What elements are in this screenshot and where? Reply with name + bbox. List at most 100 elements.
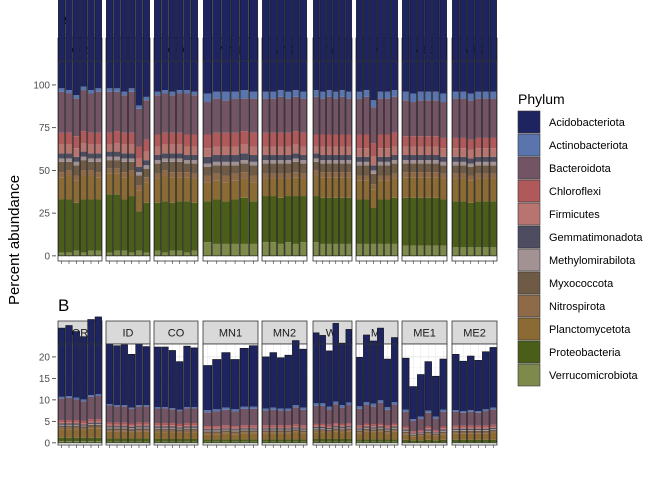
- bar-segment-gemmatimonadota: [313, 153, 320, 159]
- bar-mn1-4: [230, 0, 240, 257]
- bar-segment-bacteroidota: [269, 409, 277, 426]
- bar-segment-gemmatimonadota: [432, 432, 440, 434]
- bar-segment-myxococcota: [384, 430, 391, 433]
- bar-segment-gemmatimonadota: [339, 155, 346, 161]
- bar-segment-gemmatimonadota: [73, 423, 80, 425]
- legend-title: Phylum: [518, 91, 565, 107]
- bar-segment-bacteroidota: [402, 100, 410, 137]
- bar-segment-actinobacteriota: [409, 93, 417, 103]
- legend-swatch: [517, 363, 541, 387]
- bar-segment-myxococcota: [221, 430, 231, 433]
- bar-segment-bacteroidota: [203, 412, 212, 427]
- bar-segment-firmicutes: [58, 422, 65, 424]
- legend-item-verrucomicrobiota: Verrucomicrobiota: [517, 363, 639, 387]
- bar-segment-firmicutes: [203, 427, 212, 430]
- bar-segment-myxococcota: [269, 163, 277, 174]
- bar-segment-nitrospirota: [452, 432, 460, 434]
- bar-outline: [467, 355, 475, 444]
- bar-outline: [221, 352, 231, 444]
- bar-segment-myxococcota: [432, 163, 440, 173]
- bar-segment-myxococcota: [128, 429, 135, 432]
- bar-outline: [339, 342, 346, 444]
- bar-segment-verrucomicrobiota: [249, 243, 258, 256]
- bar-segment-gemmatimonadota: [106, 426, 113, 428]
- bar-segment-firmicutes: [363, 148, 370, 157]
- bar-segment-myxococcota: [143, 428, 150, 431]
- facet-mn1: MN1: [202, 320, 259, 448]
- bar-segment-methylomirabilota: [356, 429, 363, 431]
- bar-segment-planctomycetota: [212, 180, 221, 200]
- bar-segment-gemmatimonadota: [326, 155, 333, 161]
- bar-segment-nitrospirota: [135, 430, 143, 432]
- bar-segment-firmicutes: [95, 421, 102, 423]
- bar-segment-bacteroidota: [482, 411, 490, 426]
- bar-wi-2: [319, 335, 326, 444]
- bar-segment-methylomirabilota: [230, 161, 240, 166]
- bar-segment-firmicutes: [176, 426, 183, 428]
- facet-border: [57, 343, 103, 446]
- bar-segment-chloroflexi: [277, 132, 285, 147]
- bar-segment-acidobacteriota: [65, 325, 73, 397]
- bar-segment-actinobacteriota: [402, 91, 410, 101]
- bar-segment-nitrospirota: [377, 430, 384, 432]
- bar-segment-firmicutes: [269, 146, 277, 156]
- bar-segment-planctomycetota: [439, 178, 447, 200]
- bar-segment-firmicutes: [73, 148, 80, 157]
- y-tick-label: 25: [39, 209, 51, 220]
- bar-outline: [332, 0, 339, 257]
- bar-segment-bacteroidota: [203, 102, 212, 135]
- bar-segment-gemmatimonadota: [363, 426, 370, 428]
- bar-segment-bacteroidota: [106, 405, 113, 423]
- bar-segment-chloroflexi: [154, 423, 161, 426]
- bar-segment-firmicutes: [409, 432, 417, 434]
- bar-outline: [183, 345, 191, 444]
- bar-segment-nitrospirota: [203, 432, 212, 435]
- bar-segment-nitrospirota: [169, 430, 176, 433]
- bar-segment-firmicutes: [409, 146, 417, 156]
- bar-segment-actinobacteriota: [128, 407, 135, 409]
- bar-segment-gemmatimonadota: [284, 155, 292, 161]
- bar-segment-chloroflexi: [439, 426, 447, 429]
- bar-segment-planctomycetota: [262, 433, 270, 440]
- bar-segment-firmicutes: [326, 426, 333, 428]
- bar-segment-bacteroidota: [249, 408, 258, 426]
- bar-segment-nitrospirota: [432, 435, 440, 436]
- bar-segment-actinobacteriota: [262, 408, 270, 411]
- bar-segment-chloroflexi: [113, 422, 121, 425]
- bar-segment-actinobacteriota: [135, 105, 143, 109]
- bar-segment-planctomycetota: [176, 177, 183, 202]
- bar-segment-proteobacteria: [356, 439, 363, 442]
- bar-segment-actinobacteriota: [377, 91, 384, 99]
- bar-segment-actinobacteriota: [356, 91, 363, 99]
- bar-outline: [94, 0, 102, 257]
- bar-segment-bacteroidota: [221, 409, 231, 426]
- bar-me2-6: [489, 347, 497, 444]
- bar-outline: [239, 0, 249, 257]
- bar-segment-planctomycetota: [249, 433, 258, 440]
- facet-me1: ME1: [401, 320, 448, 448]
- bar-segment-chloroflexi: [345, 134, 352, 147]
- bar-outline: [432, 0, 440, 257]
- bar-segment-actinobacteriota: [277, 408, 285, 411]
- bar-id-1: [106, 343, 114, 444]
- bar-segment-verrucomicrobiota: [332, 243, 339, 256]
- bar-segment-proteobacteria: [391, 197, 398, 244]
- bar-segment-bacteroidota: [326, 96, 333, 135]
- bar-segment-verrucomicrobiota: [212, 243, 221, 256]
- bar-segment-planctomycetota: [391, 178, 398, 198]
- bar-segment-nitrospirota: [417, 435, 425, 436]
- bar-outline: [339, 0, 346, 257]
- bar-segment-nitrospirota: [73, 427, 80, 430]
- bar-segment-acidobacteriota: [143, 0, 150, 97]
- bar-outline: [120, 344, 128, 444]
- bar-segment-actinobacteriota: [249, 406, 258, 409]
- bar-segment-firmicutes: [95, 144, 102, 154]
- bar-segment-acidobacteriota: [240, 348, 249, 407]
- facet-mi: MI: [355, 320, 399, 448]
- bar-segment-firmicutes: [474, 427, 482, 429]
- bar-segment-actinobacteriota: [240, 406, 249, 409]
- bar-segment-nitrospirota: [269, 173, 277, 179]
- bar-segment-planctomycetota: [284, 433, 292, 440]
- bar-segment-gemmatimonadota: [452, 156, 460, 162]
